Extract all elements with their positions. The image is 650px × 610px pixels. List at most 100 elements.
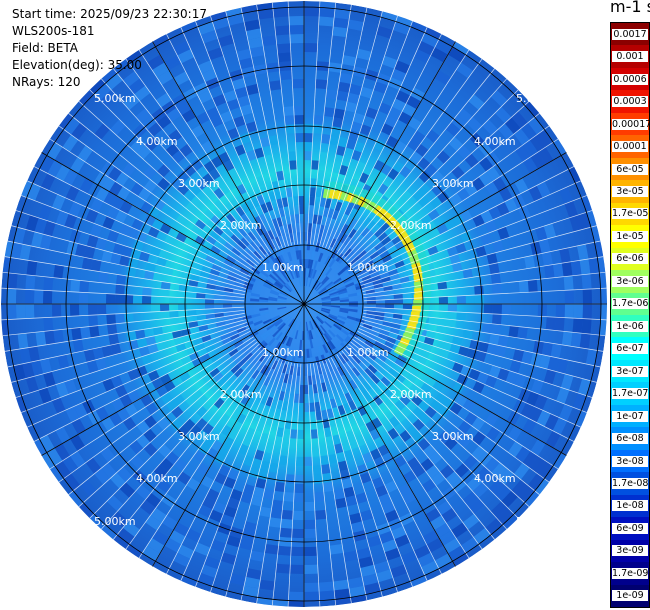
- beta-cell: [530, 152, 546, 169]
- beta-cell: [318, 16, 335, 27]
- beta-cell: [172, 330, 183, 339]
- beta-cell: [242, 585, 259, 598]
- beta-cell: [319, 290, 329, 296]
- beta-cell: [309, 402, 316, 412]
- beta-cell: [325, 89, 338, 100]
- beta-cell: [194, 219, 207, 230]
- beta-cell: [229, 573, 246, 586]
- beta-cell: [277, 52, 292, 63]
- beta-cell: [136, 434, 151, 449]
- beta-cell: [333, 347, 341, 357]
- beta-cell: [117, 527, 135, 545]
- beta-cell: [496, 507, 514, 525]
- beta-cell: [259, 297, 269, 301]
- beta-cell: [94, 83, 112, 101]
- beta-cell: [363, 281, 374, 288]
- ray-line: [358, 328, 581, 428]
- beta-cell: [279, 70, 293, 81]
- azimuth-spoke: [41, 152, 305, 305]
- beta-cell: [271, 360, 279, 370]
- beta-cell: [379, 271, 390, 279]
- beta-cell: [362, 216, 372, 228]
- ray-line: [357, 330, 575, 442]
- ray-line: [316, 362, 368, 601]
- beta-cell: [134, 85, 151, 102]
- beta-cell: [321, 295, 331, 300]
- beta-cell: [137, 187, 152, 202]
- beta-cell: [464, 153, 479, 169]
- beta-cell: [143, 442, 158, 457]
- beta-cell: [298, 195, 304, 206]
- beta-cell: [430, 515, 447, 530]
- beta-cell: [201, 68, 217, 82]
- echo-cell: [413, 299, 423, 307]
- beta-cell: [317, 315, 325, 323]
- beta-cell: [291, 320, 297, 329]
- beta-cell: [299, 339, 303, 349]
- beta-cell: [394, 372, 406, 384]
- beta-cell: [312, 474, 323, 484]
- beta-cell: [257, 340, 266, 349]
- beta-cell: [274, 319, 283, 327]
- beta-cell: [111, 534, 130, 552]
- beta-cell: [70, 156, 86, 174]
- echo-cell: [413, 329, 423, 338]
- beta-cell: [314, 401, 321, 412]
- ray-line: [359, 325, 588, 413]
- beta-cell: [325, 281, 334, 289]
- beta-cell: [349, 585, 366, 598]
- beta-cell: [299, 222, 304, 233]
- beta-cell: [456, 62, 474, 79]
- beta-cell: [315, 356, 321, 366]
- beta-cell: [335, 320, 345, 327]
- beta-cell: [381, 344, 393, 354]
- beta-cell: [364, 259, 375, 268]
- beta-cell: [139, 499, 156, 516]
- echo-cell: [415, 323, 425, 332]
- beta-cell: [455, 242, 467, 254]
- beta-cell: [328, 289, 338, 295]
- beta-cell: [55, 210, 69, 227]
- ray-line: [256, 4, 295, 245]
- beta-cell: [210, 114, 224, 128]
- beta-cell: [391, 68, 407, 82]
- beta-cell: [169, 310, 179, 319]
- beta-cell: [259, 506, 272, 518]
- beta-cell: [331, 304, 341, 306]
- range-label-5km-sw: 5.00km: [94, 515, 136, 528]
- beta-cell: [309, 330, 314, 340]
- beta-cell: [348, 83, 363, 96]
- beta-cell: [477, 341, 489, 353]
- beta-cell: [340, 272, 350, 280]
- beta-cell: [268, 135, 279, 146]
- beta-cell: [475, 245, 487, 258]
- beta-cell: [259, 460, 271, 472]
- beta-cell: [527, 473, 545, 491]
- beta-cell: [263, 376, 272, 387]
- beta-cell: [308, 330, 312, 340]
- ray-line: [101, 78, 265, 260]
- beta-cell: [472, 482, 489, 498]
- beta-cell: [356, 463, 369, 476]
- beta-cell: [564, 200, 578, 218]
- beta-cell: [364, 367, 374, 378]
- beta-cell: [222, 304, 233, 309]
- beta-cell: [398, 111, 412, 125]
- beta-cell: [227, 13, 245, 26]
- beta-cell: [380, 376, 391, 387]
- beta-cell: [328, 350, 336, 361]
- beta-cell: [320, 464, 331, 475]
- ray-line: [309, 2, 337, 245]
- ray-line: [113, 68, 267, 258]
- beta-cell: [138, 345, 150, 357]
- beta-cell: [485, 412, 499, 427]
- ray-line: [101, 348, 265, 530]
- beta-cell: [121, 245, 133, 258]
- beta-cell: [304, 456, 313, 467]
- beta-cell: [272, 317, 282, 324]
- beta-cell: [279, 527, 293, 538]
- beta-cell: [160, 304, 170, 312]
- beta-cell: [180, 271, 191, 280]
- beta-cell: [337, 460, 349, 472]
- beta-cell: [107, 323, 118, 335]
